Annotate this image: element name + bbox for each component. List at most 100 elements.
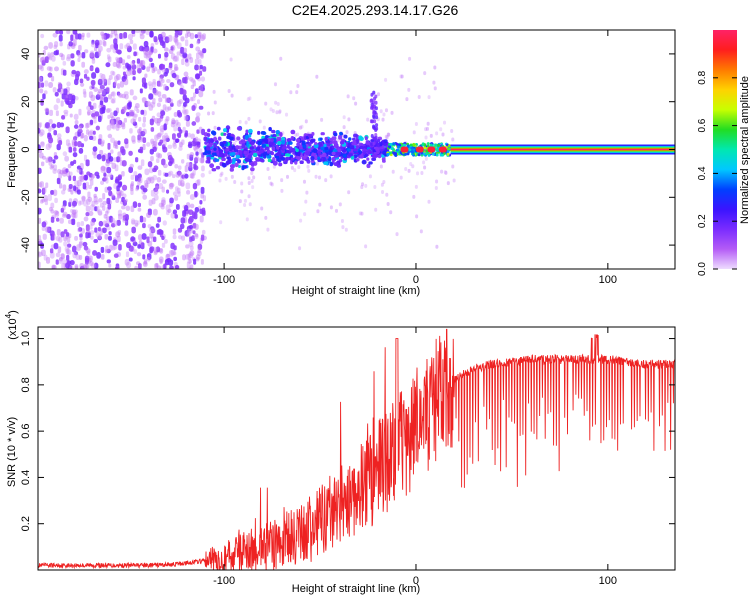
spectrogram-cell — [213, 125, 217, 130]
spectrogram-cell — [379, 164, 383, 169]
spectrogram-cell — [115, 49, 120, 54]
spectrogram-cell — [376, 142, 380, 148]
spectrogram-cell — [382, 180, 386, 185]
spectrogram-cell — [140, 30, 146, 34]
spectrogram-cell — [374, 207, 378, 212]
spectrogram-cell — [247, 137, 252, 143]
spectrogram-cell — [188, 252, 194, 259]
spectrogram-cell — [245, 217, 249, 222]
spectrogram-cell — [83, 216, 89, 222]
spectrogram-cell — [424, 156, 428, 161]
spectrogram-cell — [409, 161, 413, 166]
spectrogram-cell — [44, 107, 50, 112]
spectrogram-cell — [122, 65, 127, 70]
spectrogram-cell — [49, 230, 55, 237]
spectrogram-cell — [40, 65, 44, 72]
spectrogram-cell — [174, 119, 179, 126]
spectrogram-cell — [88, 131, 93, 138]
spectrogram-cell — [276, 102, 280, 107]
spectrogram-cell — [87, 196, 93, 203]
spectrogram-cell — [112, 244, 118, 250]
colorbar-label: Normalized spectral amplitude — [739, 76, 750, 224]
spectrogram-cell — [129, 109, 135, 117]
spectrogram-cell — [59, 41, 63, 47]
spectrogram-cell — [185, 120, 190, 127]
spectrogram-cell — [373, 119, 377, 124]
spectrogram-cell — [60, 253, 65, 260]
spectrogram-cell — [74, 265, 79, 269]
spectrogram-cell — [66, 213, 71, 220]
spectrogram-cell — [97, 49, 102, 54]
spectrogram-cell — [412, 143, 416, 147]
spectrogram-cell — [199, 70, 203, 76]
spectrogram-cell — [122, 212, 127, 219]
spectrogram-cell — [156, 133, 162, 139]
spectrogram-cell — [157, 132, 162, 138]
spectrogram-cell — [361, 159, 367, 165]
spectrogram-cell — [150, 138, 155, 145]
spectrogram-cell — [199, 157, 205, 164]
spectrogram-cell — [185, 30, 190, 34]
spectrogram-cell — [82, 182, 87, 190]
spectrogram-cell — [192, 230, 196, 235]
spectrogram-cell — [56, 177, 61, 185]
spectrogram-cell — [162, 163, 168, 169]
spectrogram-cell — [131, 139, 136, 144]
spectrogram-cell — [38, 261, 41, 269]
spectrogram-cell — [110, 137, 115, 143]
spectrogram-cell — [347, 190, 351, 195]
spectrogram-cell — [126, 102, 132, 110]
spectrogram-cell — [150, 126, 155, 132]
spectrogram-cell — [58, 172, 62, 179]
spectrogram-cell — [179, 142, 183, 148]
spectrogram-cell — [281, 136, 286, 142]
spectrogram-cell — [192, 182, 198, 190]
spectrogram-cell — [152, 174, 158, 181]
spectrogram-cell — [98, 233, 102, 240]
spectrogram-cell — [135, 157, 139, 163]
spectrogram-cell — [189, 250, 195, 256]
spectrogram-cell — [53, 50, 59, 56]
spectrogram-cell — [134, 174, 138, 182]
spectrogram-cell — [149, 148, 154, 155]
spectrogram-cell — [103, 96, 109, 103]
spectrogram-cell — [74, 120, 79, 125]
spectrogram-cell — [132, 43, 137, 50]
spectrogram-cell — [186, 153, 190, 160]
spectrogram-cell — [312, 148, 318, 154]
spectrogram-cell — [142, 194, 147, 200]
spectrogram-cell — [76, 221, 81, 228]
spectrogram-cell — [112, 157, 117, 162]
spectrogram-cell — [258, 119, 262, 124]
spectrogram-cell — [141, 30, 146, 35]
spectrogram-cell — [97, 78, 103, 86]
spectrogram-cell — [161, 67, 167, 73]
spectrogram-cell — [107, 78, 111, 86]
spectrogram-cell — [195, 46, 201, 52]
spectrogram-cell — [145, 30, 151, 36]
spectrogram-cell — [247, 181, 251, 186]
spectrogram-cell — [40, 33, 45, 39]
spectrogram-cell — [287, 141, 293, 145]
spectrogram-cell — [157, 216, 162, 223]
spectrogram-cell — [82, 264, 87, 269]
spectrogram-cell — [196, 256, 200, 262]
spectrogram-cell — [407, 87, 411, 92]
spectrogram-cell — [62, 200, 67, 207]
spectrogram-cell — [220, 171, 224, 176]
spectrogram-cell — [235, 145, 240, 150]
spectrogram-cell — [55, 252, 61, 258]
spectrogram-cell — [86, 171, 91, 176]
spectrogram-cell — [117, 151, 122, 157]
spectrogram-cell — [137, 134, 142, 141]
spectrogram-cell — [175, 74, 180, 80]
spectrogram-cell — [98, 220, 104, 227]
spectrogram-cell — [194, 223, 199, 230]
spectrogram-cell — [101, 139, 105, 145]
spectrogram-cell — [194, 88, 199, 94]
spectrogram-cell — [174, 55, 180, 62]
spectrogram-cell — [257, 141, 262, 146]
spectrogram-cell — [334, 151, 340, 156]
spectrogram-cell — [40, 141, 45, 146]
spectrogram-cell — [158, 82, 163, 88]
